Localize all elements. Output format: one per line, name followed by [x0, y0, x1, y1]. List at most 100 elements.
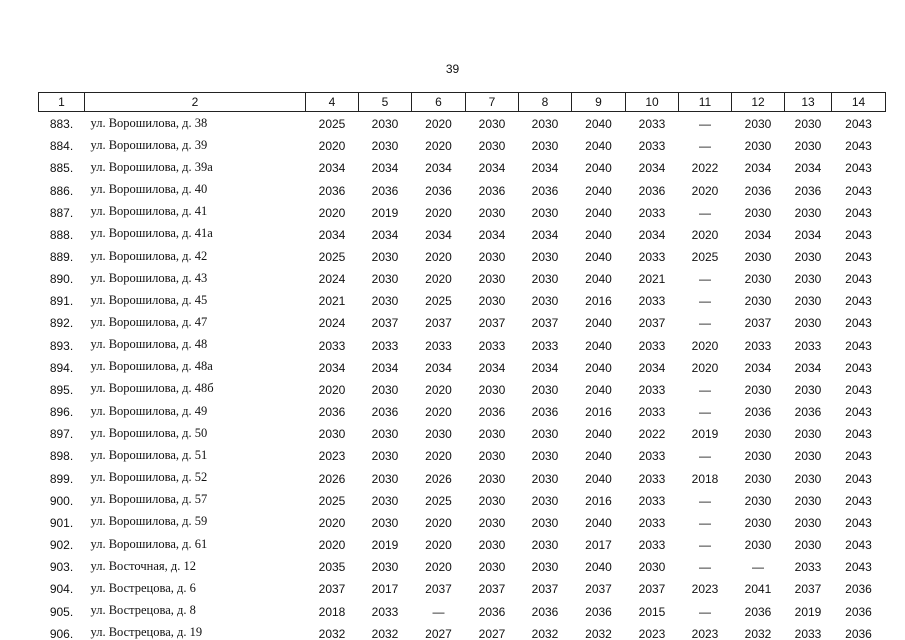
- table-cell: —: [699, 117, 711, 132]
- table-cell: 2034: [318, 360, 346, 375]
- table-cell: 2020: [425, 382, 452, 397]
- table-cell: 2030: [744, 272, 772, 287]
- table-cell: 2033: [638, 205, 666, 220]
- table-cell: 891.: [49, 294, 74, 309]
- table-cell: 2034: [638, 161, 666, 176]
- table-cell: 2030: [794, 493, 822, 508]
- table-cell: 2037: [371, 316, 399, 331]
- table-cell: 2024: [318, 316, 346, 331]
- table-cell: 2030: [744, 427, 772, 442]
- table-row: 884. ул. Ворошилова, д. 39 2020 2030 2020 203…: [39, 134, 886, 156]
- table-cell: 2043: [845, 183, 872, 198]
- table-cell: 2033: [638, 493, 666, 508]
- table-cell: 2034: [638, 227, 666, 242]
- table-cell: 2021: [638, 272, 666, 287]
- table-cell: 2033: [638, 250, 666, 265]
- table-cell: 2020: [425, 205, 452, 220]
- table-cell: 2033: [794, 560, 822, 575]
- table-row: 883. ул. Ворошилова, д. 38 2025 2030 2020 203…: [39, 112, 886, 135]
- table-row: 906. ул. Вострецова, д. 19 2032 2032 2027 202…: [39, 622, 886, 640]
- table-cell: 2019: [691, 427, 719, 442]
- table-cell: 889.: [49, 250, 74, 265]
- table-cell: 2030: [531, 205, 559, 220]
- table-cell: 2037: [425, 316, 452, 331]
- table-cell: 2020: [425, 139, 452, 154]
- table-row: 896. ул. Ворошилова, д. 49 2036 2036 2020 203…: [39, 400, 886, 422]
- table-row: 886. ул. Ворошилова, д. 40 2036 2036 2036 203…: [39, 178, 886, 200]
- table-cell: 2036: [845, 604, 872, 619]
- table-cell: 2020: [318, 515, 346, 530]
- table-row: 888. ул. Ворошилова, д. 41а 2034 2034 2034 20…: [39, 223, 886, 245]
- address-cell: ул. Вострецова, д. 6: [90, 580, 196, 595]
- table-cell: 2030: [744, 493, 772, 508]
- address-cell: ул. Ворошилова, д. 40: [90, 182, 208, 197]
- table-cell: 2043: [845, 272, 872, 287]
- table-cell: 2043: [845, 471, 872, 486]
- table-cell: 2025: [425, 493, 452, 508]
- table-cell: 2030: [318, 427, 346, 442]
- address-cell: ул. Ворошилова, д. 39: [90, 137, 208, 152]
- table-cell: 901.: [49, 515, 74, 530]
- table-row: 899. ул. Ворошилова, д. 52 2026 2030 2026 203…: [39, 467, 886, 489]
- table-cell: 2016: [585, 294, 612, 309]
- table-row: 889. ул. Ворошилова, д. 42 2025 2030 2020 203…: [39, 245, 886, 267]
- table-cell: 2033: [638, 382, 666, 397]
- table-cell: 2043: [845, 493, 872, 508]
- table-cell: 2030: [478, 493, 506, 508]
- table-cell: 2043: [845, 294, 872, 309]
- table-cell: 2030: [744, 538, 772, 553]
- table-cell: —: [699, 272, 711, 287]
- table-cell: 2036: [478, 183, 506, 198]
- table-cell: 2034: [744, 360, 772, 375]
- table-row: 893. ул. Ворошилова, д. 48 2033 2033 2033 203…: [39, 334, 886, 356]
- address-cell: ул. Ворошилова, д. 49: [90, 403, 208, 418]
- table-row: 901. ул. Ворошилова, д. 59 2020 2030 2020 203…: [39, 511, 886, 533]
- table-cell: 2030: [744, 139, 772, 154]
- table-cell: 2040: [585, 560, 612, 575]
- table-cell: —: [699, 493, 711, 508]
- table-row: 892. ул. Ворошилова, д. 47 2024 2037 2037 203…: [39, 311, 886, 333]
- table-cell: 2023: [691, 582, 719, 597]
- table-cell: 2033: [638, 338, 666, 353]
- table-cell: 2043: [845, 360, 872, 375]
- table-cell: 2033: [794, 338, 822, 353]
- table-cell: 883.: [49, 117, 74, 132]
- table-cell: 2043: [845, 117, 872, 132]
- table-body: 883. ул. Ворошилова, д. 38 2025 2030 2020 203…: [39, 112, 886, 640]
- table-cell: 2030: [531, 538, 559, 553]
- table-cell: 892.: [49, 316, 74, 331]
- table-cell: 2030: [371, 117, 399, 132]
- table-cell: 2033: [638, 471, 666, 486]
- table-cell: 2037: [638, 582, 666, 597]
- table-cell: 2036: [744, 604, 772, 619]
- address-cell: ул. Ворошилова, д. 48: [90, 337, 208, 352]
- table-cell: 2030: [478, 515, 506, 530]
- table-cell: 2030: [371, 272, 399, 287]
- table-cell: 2030: [371, 449, 399, 464]
- table-cell: 2015: [638, 604, 666, 619]
- table-cell: 2043: [845, 405, 872, 420]
- table-cell: 2034: [318, 227, 346, 242]
- table-cell: 2036: [371, 183, 399, 198]
- table-cell: 2019: [794, 604, 822, 619]
- header-cell: 11: [678, 92, 732, 112]
- table-cell: 897.: [49, 427, 74, 442]
- table-cell: 2025: [318, 117, 346, 132]
- table-cell: —: [699, 139, 711, 154]
- table-cell: 2030: [794, 250, 822, 265]
- table-cell: 2027: [425, 626, 452, 640]
- table-cell: 2043: [845, 316, 872, 331]
- table-cell: 2034: [794, 161, 822, 176]
- table-row: 902. ул. Ворошилова, д. 61 2020 2019 2020 203…: [39, 533, 886, 555]
- table-cell: 2030: [744, 449, 772, 464]
- table-cell: 2030: [744, 250, 772, 265]
- table-cell: 2030: [478, 538, 506, 553]
- table-cell: 2030: [531, 139, 559, 154]
- table-cell: 2030: [531, 471, 559, 486]
- table-cell: 2036: [318, 405, 346, 420]
- table-cell: 2040: [585, 515, 612, 530]
- address-cell: ул. Ворошилова, д. 47: [90, 314, 208, 329]
- table-cell: 2036: [318, 183, 346, 198]
- table-cell: 2030: [371, 515, 399, 530]
